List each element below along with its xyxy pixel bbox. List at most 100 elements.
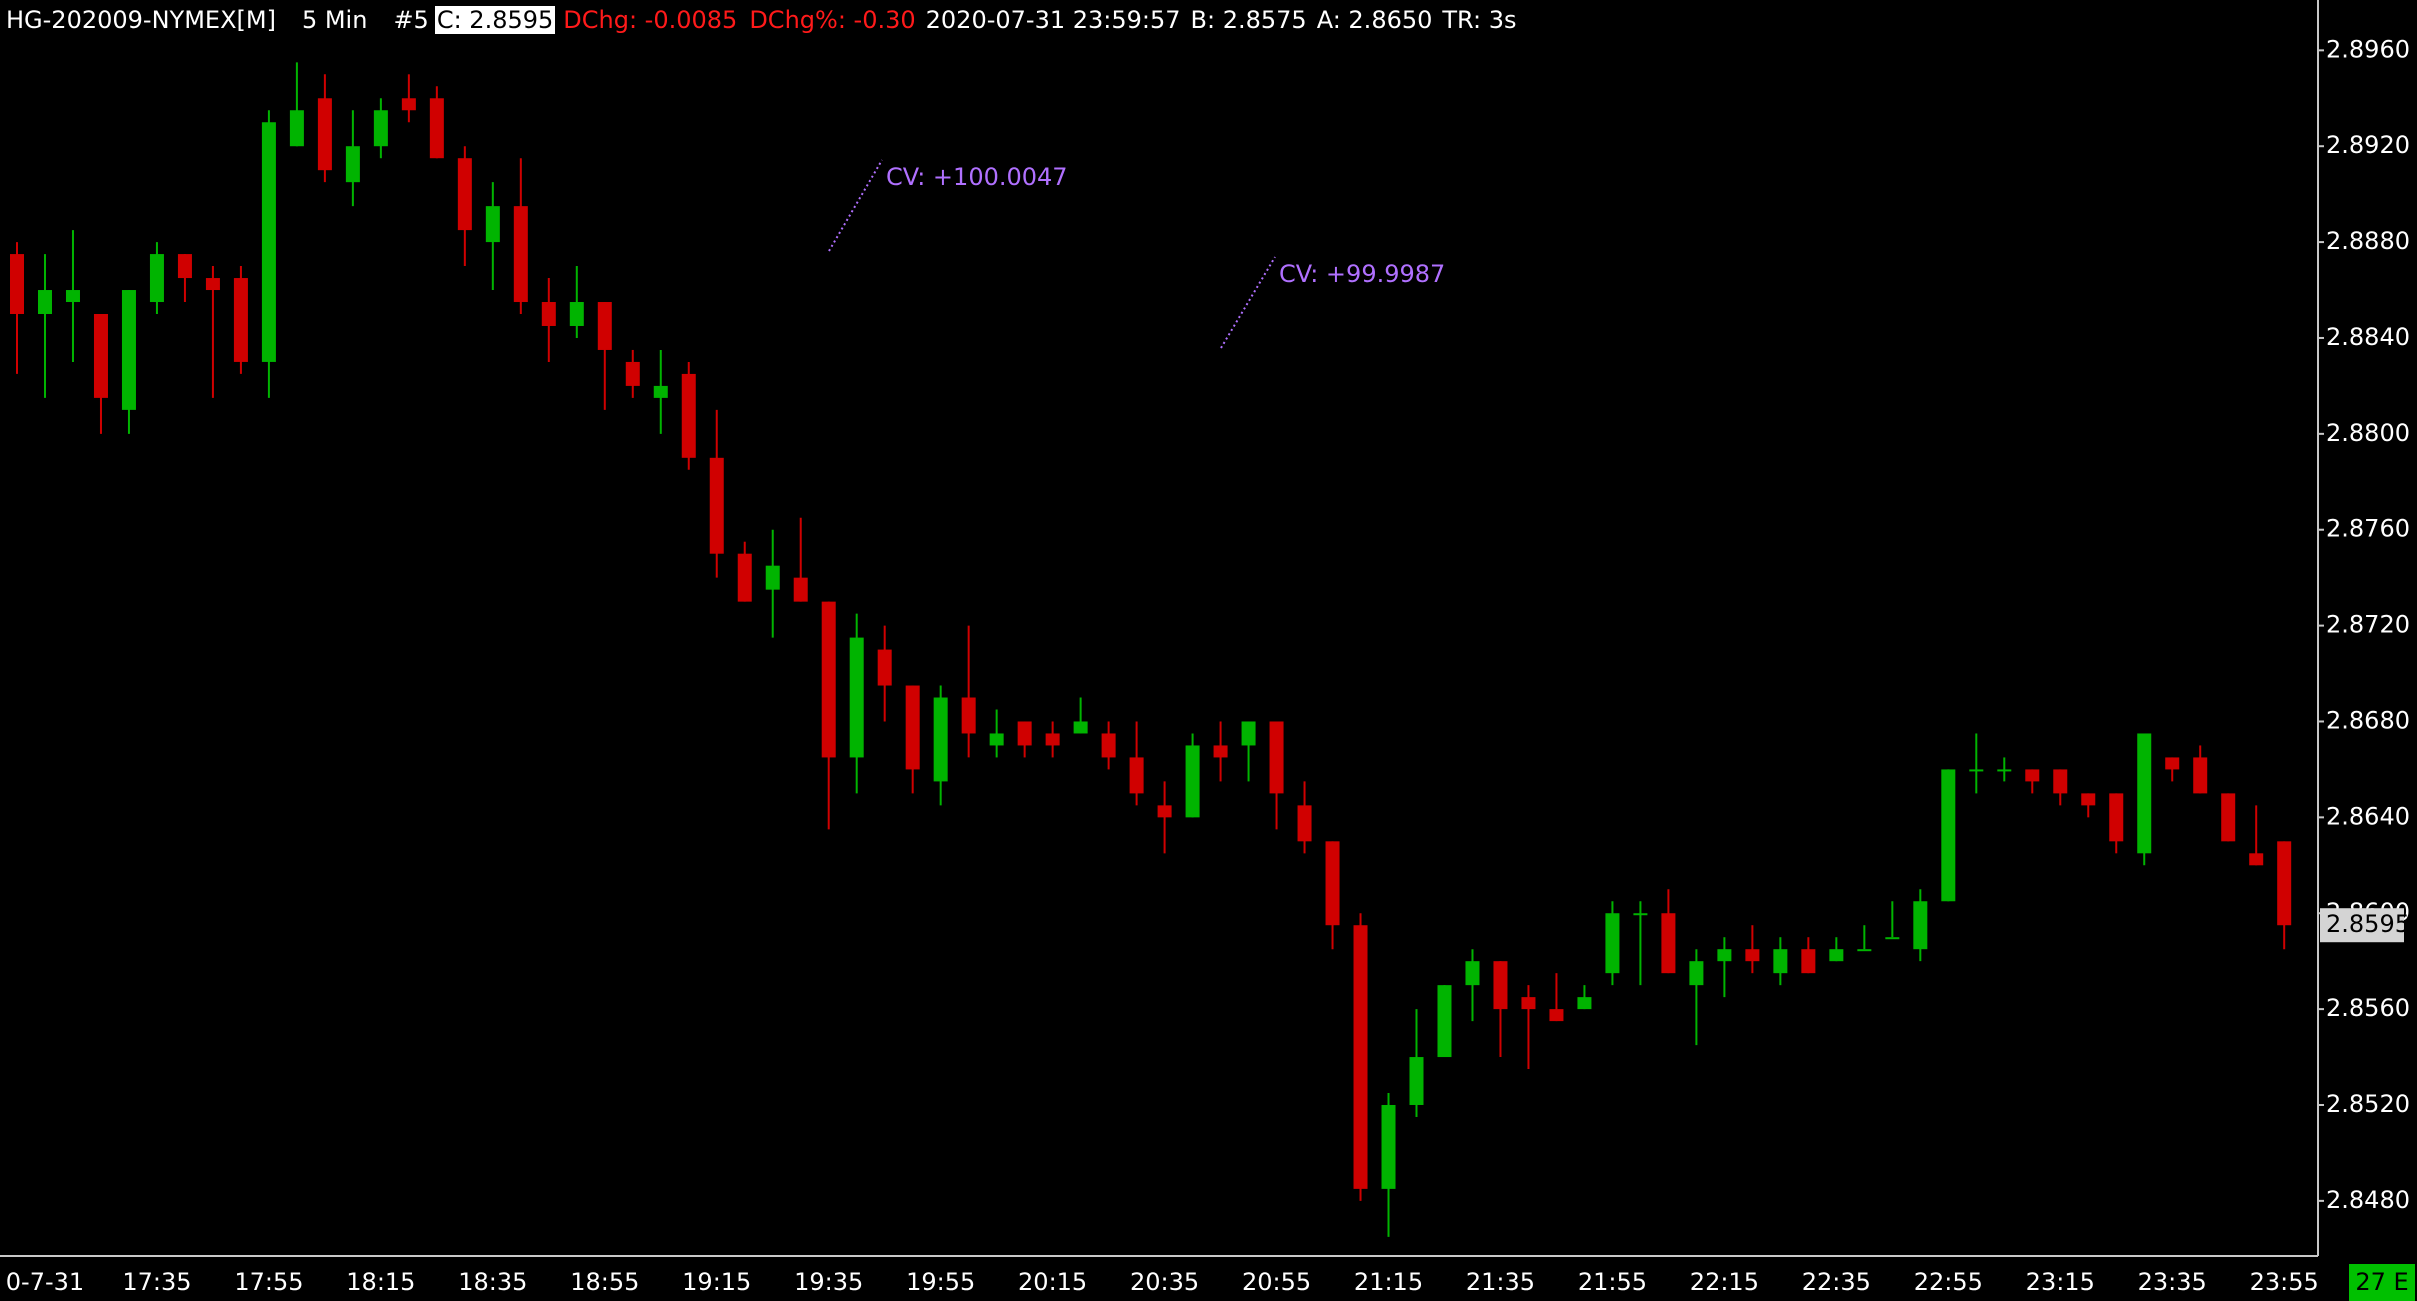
candle-body — [1969, 769, 1984, 772]
candle-body — [1829, 949, 1844, 962]
x-tick-label: 17:55 — [234, 1268, 303, 1296]
candle-body — [1745, 949, 1760, 962]
x-tick-label: 22:55 — [1914, 1268, 1983, 1296]
candle-body — [681, 373, 696, 458]
annotation-line — [1220, 256, 1276, 349]
candle-body — [10, 254, 24, 314]
candle-body — [1633, 913, 1648, 916]
candle-body — [1577, 997, 1592, 1010]
candle-body — [765, 565, 780, 590]
candle-body — [373, 110, 388, 147]
candle-body — [1437, 985, 1452, 1058]
candle-body — [541, 302, 556, 326]
candle-body — [625, 361, 640, 386]
candle-body — [121, 290, 136, 410]
x-tick-label: 23:35 — [2138, 1268, 2207, 1296]
candle-body — [2221, 793, 2236, 842]
candle-body — [849, 637, 864, 758]
candle-body — [1885, 937, 1900, 940]
last-price-box — [2320, 908, 2404, 943]
candle-body — [597, 302, 612, 350]
candle-body — [1213, 745, 1228, 758]
candle-body — [149, 254, 164, 303]
candle-body — [1801, 949, 1816, 974]
y-tick-label: 2.8520 — [2326, 1090, 2410, 1118]
candle-body — [289, 110, 304, 147]
last-price-label: 2.8595 — [2326, 910, 2410, 938]
status: 27 E — [2355, 1268, 2408, 1296]
candle-body — [1773, 949, 1788, 974]
candle-body — [177, 254, 192, 279]
candle-body — [961, 697, 976, 734]
candle-body — [1941, 769, 1956, 902]
candle-body — [1521, 997, 1536, 1010]
candle-body — [989, 733, 1004, 746]
candle-body — [569, 302, 584, 326]
header-item: HG-202009-NYMEX[M] — [6, 6, 276, 34]
candle-body — [1409, 1057, 1424, 1105]
header-item: A: 2.8650 — [1316, 6, 1433, 34]
candle-body — [1381, 1104, 1396, 1189]
candle-body — [1493, 961, 1508, 1010]
y-tick-label: 2.8840 — [2326, 323, 2410, 351]
candle-body — [233, 278, 248, 362]
candle-body — [1717, 949, 1732, 962]
x-tick-label: 21:55 — [1578, 1268, 1647, 1296]
annotation: CV: +100.0047 — [886, 163, 1068, 191]
candle-body — [933, 697, 948, 782]
candle-body — [1297, 805, 1312, 842]
candle-body — [1129, 757, 1144, 794]
annotation: CV: +99.9987 — [1279, 260, 1445, 288]
candle-body — [877, 649, 892, 686]
candle-body — [709, 457, 724, 554]
candle-body — [37, 290, 52, 314]
candle-body — [485, 206, 500, 243]
y-tick-label: 2.8800 — [2326, 419, 2410, 447]
x-tick-label: 18:35 — [458, 1268, 527, 1296]
y-tick-label: 2.8920 — [2326, 131, 2410, 159]
x-tick-label: 23:15 — [2026, 1268, 2095, 1296]
annotation-line — [828, 159, 883, 252]
candle-body — [1689, 961, 1704, 986]
header-item: DChg%: -0.30 — [749, 6, 916, 34]
status-box — [2349, 1264, 2415, 1301]
candle-body — [2053, 769, 2068, 794]
candle-body — [2109, 793, 2124, 842]
candle-body — [1913, 901, 1928, 950]
x-tick-label: 20:15 — [1018, 1268, 1087, 1296]
candle-body — [1045, 733, 1060, 746]
x-tick-label: 22:15 — [1690, 1268, 1759, 1296]
header-item: B: 2.8575 — [1190, 6, 1307, 34]
header-item: TR: 3s — [1442, 6, 1517, 34]
y-tick-label: 2.8720 — [2326, 611, 2410, 639]
candle-body — [1353, 925, 1368, 1189]
x-tick-label: 18:15 — [346, 1268, 415, 1296]
candle-body — [2137, 733, 2152, 854]
candle-body — [205, 278, 220, 291]
candle-body — [1185, 745, 1200, 818]
x-tick-label: 19:15 — [682, 1268, 751, 1296]
candle-body — [1073, 721, 1088, 734]
x-tick-label: 18:55 — [570, 1268, 639, 1296]
header-item: 2020-07-31 23:59:57 — [925, 6, 1181, 34]
candle-body — [429, 98, 444, 159]
candle-body — [1997, 769, 2012, 772]
candle-body — [2081, 793, 2096, 806]
candle-body — [457, 158, 472, 231]
candle-body — [653, 385, 668, 398]
candle-body — [793, 577, 808, 602]
y-tick-label: 2.8480 — [2326, 1186, 2410, 1214]
x-tick-label: 19:55 — [906, 1268, 975, 1296]
x-tick-label: 21:15 — [1354, 1268, 1423, 1296]
candle-body — [737, 553, 752, 602]
y-tick-label: 2.8880 — [2326, 227, 2410, 255]
candle-body — [1269, 721, 1284, 794]
candle-body — [2165, 757, 2180, 770]
y-tick-label: 2.8960 — [2326, 35, 2410, 63]
header-item: 5 Min — [301, 6, 368, 34]
candle-body — [1857, 949, 1872, 952]
x-tick-label: 21:35 — [1466, 1268, 1535, 1296]
candle-body — [1157, 805, 1172, 818]
